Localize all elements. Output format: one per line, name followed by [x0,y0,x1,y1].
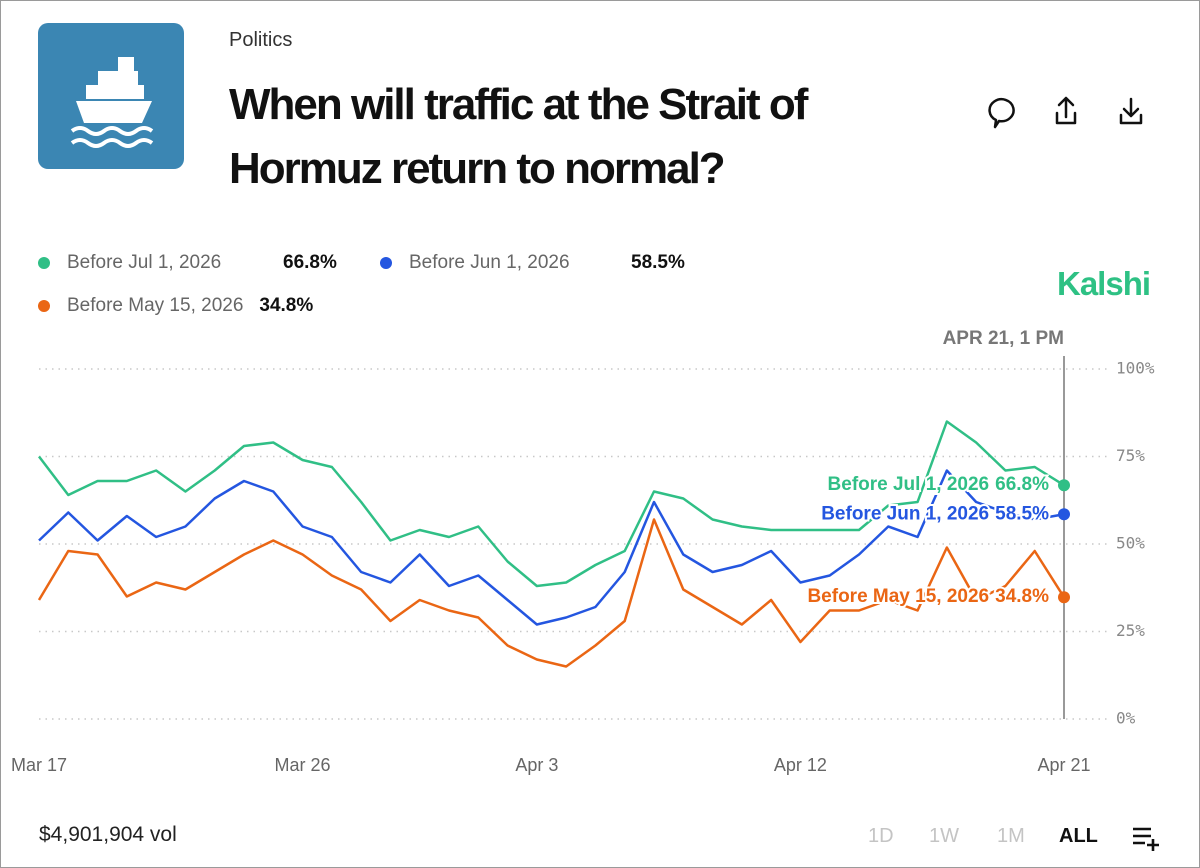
x-tick-label: Mar 17 [11,755,67,775]
end-label-value: 66.8% [995,474,1049,495]
end-dot [1058,479,1070,492]
end-label: Before May 15, 2026 34.8% [807,586,1049,607]
x-tick-label: Mar 26 [275,755,331,775]
series-line [37,518,1066,668]
end-dot [1058,591,1070,604]
legend-value: 58.5% [631,252,685,273]
toolbar [988,96,1143,129]
download-button[interactable] [1119,97,1143,125]
series-line [38,420,1065,588]
legend-value: 34.8% [259,295,313,316]
comment-button[interactable] [988,98,1015,129]
hover-label: APR 21, 1 PM [943,328,1064,349]
x-tick-label: Apr 21 [1037,755,1090,775]
x-tick-label: Apr 3 [515,755,558,775]
legend-label: Before Jul 1, 2026 [67,252,221,273]
series-line [38,469,1065,626]
brand: Kalshi [1057,265,1151,302]
legend-label: Before May 15, 2026 [67,295,243,316]
category: Politics [229,29,293,51]
end-dot [1058,508,1070,521]
share-button[interactable] [1055,96,1077,125]
end-label-value: 34.8% [995,586,1049,607]
y-tick-label: 75% [1116,446,1145,465]
legend-dot [38,257,50,269]
range-button[interactable]: 1W [929,825,959,847]
legend-dot [380,257,392,269]
y-tick-label: 100% [1116,359,1155,378]
legend-value: 66.8% [283,252,337,273]
range-button[interactable]: ALL [1059,825,1098,847]
legend-dot [38,300,50,312]
end-label-value: 58.5% [995,503,1049,524]
y-tick-label: 50% [1116,534,1145,553]
range-button[interactable]: 1D [868,825,894,847]
range-button[interactable]: 1M [997,825,1025,847]
legend-label: Before Jun 1, 2026 [409,252,570,273]
end-label: Before Jun 1, 2026 58.5% [821,503,1049,524]
end-label-name: Before Jul 1, 2026 [828,474,990,495]
add-button[interactable] [1131,825,1163,851]
end-label-name: Before May 15, 2026 [807,586,989,607]
market-title: When will traffic at the Strait of Hormu… [229,80,808,193]
y-tick-label: 25% [1116,621,1145,640]
y-tick-label: 0% [1116,709,1136,728]
volume: $4,901,904 vol [39,823,177,846]
end-label-name: Before Jun 1, 2026 [821,503,989,524]
market-icon [38,23,184,169]
x-tick-label: Apr 12 [774,755,827,775]
end-label: Before Jul 1, 2026 66.8% [828,474,1050,495]
